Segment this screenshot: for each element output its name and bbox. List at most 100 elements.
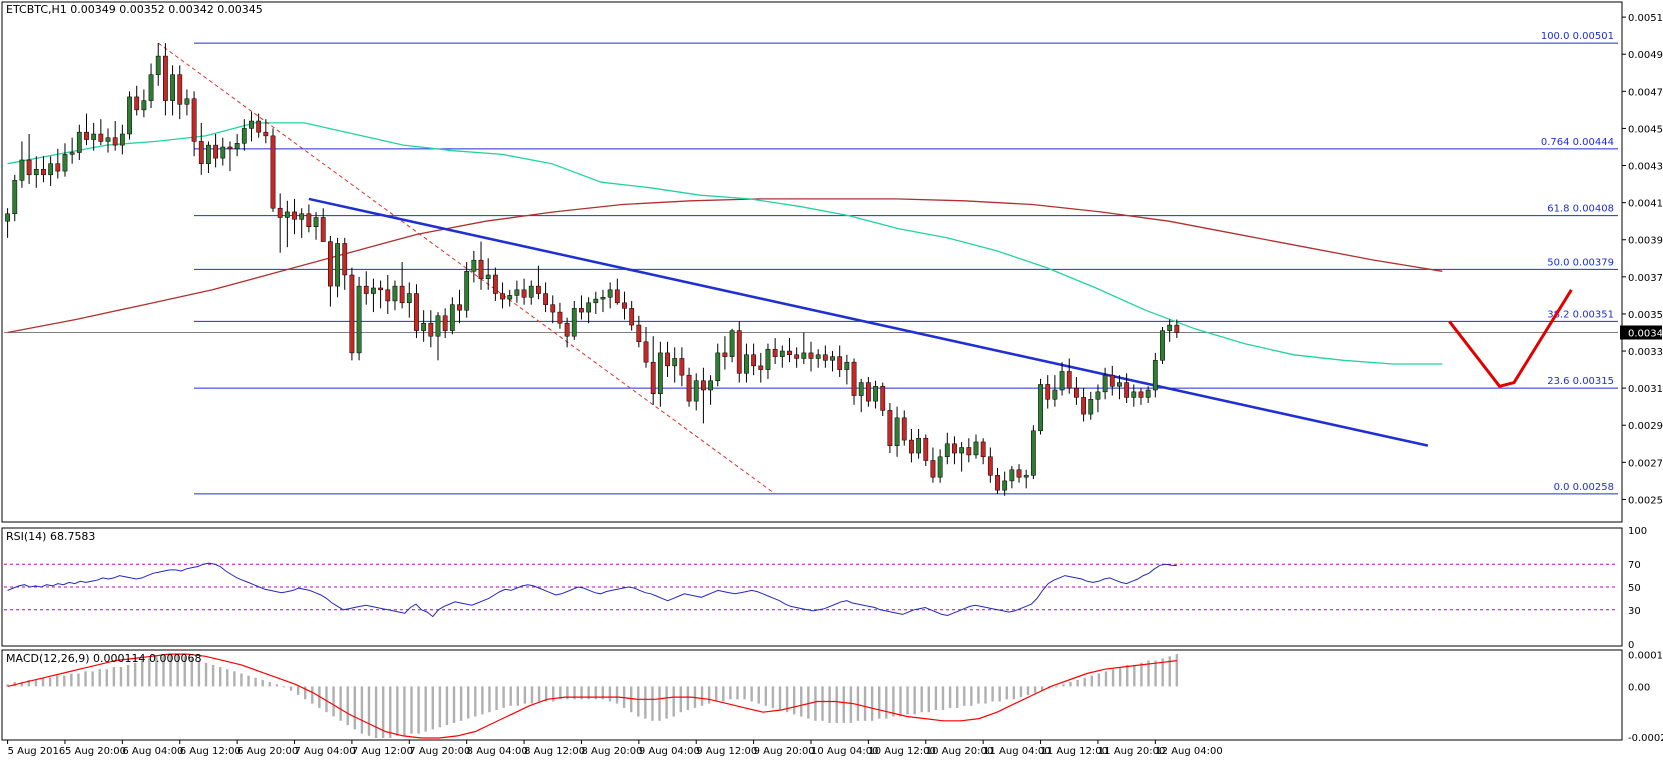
macd-histogram-bar [1140, 662, 1143, 687]
macd-histogram-bar [374, 686, 378, 738]
candle-body [564, 322, 570, 337]
fib-level-label: 23.6 0.00315 [1547, 376, 1614, 387]
macd-histogram-bar [1005, 686, 1008, 700]
candle-body [779, 350, 785, 357]
candle-body [937, 456, 943, 478]
macd-histogram-bar [544, 686, 548, 702]
rsi-tick-label: 0 [1628, 640, 1634, 651]
candle-body [557, 311, 563, 324]
macd-histogram-bar [601, 686, 605, 700]
macd-histogram-bar [516, 686, 520, 706]
candle-body [1152, 360, 1158, 391]
candle-body [600, 296, 606, 300]
time-tick-label: 7 Aug 04:00 [295, 746, 356, 757]
macd-histogram-bar [346, 686, 349, 726]
macd-histogram-bar [431, 686, 434, 730]
candle-body [277, 207, 283, 218]
candle-body [12, 180, 18, 215]
candle-body [41, 168, 46, 176]
macd-histogram-bar [91, 671, 94, 687]
candle-body [729, 330, 735, 357]
macd-histogram-bar [84, 671, 87, 687]
time-tick-label: 7 Aug 12:00 [352, 746, 413, 757]
candle-body [191, 98, 197, 142]
macd-histogram-bar [27, 679, 31, 687]
macd-histogram-bar [892, 686, 895, 717]
fib-level-label: 0.0 0.00258 [1554, 482, 1614, 493]
candle-body [62, 154, 68, 172]
candle-body [76, 131, 82, 153]
candle-body [794, 354, 800, 359]
candle-body [292, 211, 297, 220]
macd-histogram-bar [148, 658, 151, 687]
macd-histogram-bar [509, 686, 512, 706]
ma-fast-line [7, 122, 1443, 365]
macd-histogram-bar [424, 686, 427, 732]
macd-histogram-bar [353, 686, 357, 730]
candle-body [327, 241, 333, 287]
candle-body [550, 304, 556, 313]
candle-body [464, 271, 470, 311]
macd-histogram-bar [842, 686, 845, 723]
macd-histogram-bar [459, 686, 463, 721]
macd-histogram-bar [757, 686, 760, 704]
axes: 0.00515 0.00495 0.00475 0.00455 0.00435 0.004… [7, 13, 1663, 757]
macd-histogram-bar [963, 686, 966, 706]
macd-histogram-bar [98, 669, 101, 687]
candle-body [593, 298, 599, 304]
macd-histogram-bar [396, 686, 399, 736]
macd-histogram-bar [913, 686, 916, 715]
candle-body [507, 295, 513, 300]
macd-histogram-bar [814, 686, 817, 721]
candle-body [414, 293, 419, 331]
macd-histogram-bar [885, 686, 888, 719]
candle-body [643, 341, 649, 363]
price-tick-label: 0.00435 [1628, 162, 1663, 173]
candle-body [1016, 469, 1022, 478]
macd-histogram-bar [927, 686, 931, 713]
macd-histogram-bar [169, 654, 172, 687]
macd-histogram-bar [573, 686, 576, 700]
rsi-panel[interactable] [4, 562, 1618, 618]
macd-histogram-bar [658, 686, 661, 721]
candle-body [571, 308, 577, 337]
macd-histogram-bar [743, 686, 746, 700]
candle-body [700, 380, 706, 391]
price-tick-label: 0.00295 [1628, 421, 1663, 432]
macd-panel[interactable] [6, 653, 1179, 739]
macd-histogram-bar [1161, 658, 1164, 687]
candle-body [629, 308, 635, 326]
macd-histogram-bar [1090, 675, 1094, 687]
candle-body [693, 380, 699, 402]
macd-histogram-bar [849, 686, 853, 723]
time-tick-label: 11 Aug 20:00 [1098, 746, 1165, 757]
macd-histogram-bar [1012, 686, 1016, 700]
candle-body [177, 74, 183, 105]
candle-body [665, 352, 670, 367]
time-tick-label: 5 Aug 20:00 [65, 746, 126, 757]
price-tick-label: 0.00515 [1628, 13, 1663, 24]
candle-body [1038, 384, 1043, 432]
price-panel[interactable]: 100.0 0.00501 0.764 0.00444 61.8 0.00408 50… [4, 31, 1618, 496]
fib-level-label: 38.2 0.00351 [1547, 309, 1614, 320]
macd-histogram-bar [339, 686, 342, 721]
macd-histogram-bar [651, 686, 654, 721]
candle-body [880, 386, 886, 411]
macd-signal-line [7, 653, 1177, 739]
macd-histogram-bar [778, 686, 782, 711]
macd-histogram-bar [488, 686, 491, 713]
macd-histogram-bar [608, 686, 612, 702]
candle-body [1088, 399, 1094, 415]
macd-histogram-bar [495, 686, 498, 711]
price-tick-label: 0.00255 [1628, 495, 1663, 506]
macd-histogram-bar [1147, 660, 1150, 687]
macd-histogram-bar [381, 686, 385, 738]
ma-slow-line [7, 198, 1443, 334]
macd-histogram-bar [452, 686, 456, 723]
candle-body [55, 163, 61, 172]
candle-body [428, 322, 434, 337]
macd-histogram-bar [112, 667, 116, 687]
macd-histogram-bar [523, 686, 527, 704]
